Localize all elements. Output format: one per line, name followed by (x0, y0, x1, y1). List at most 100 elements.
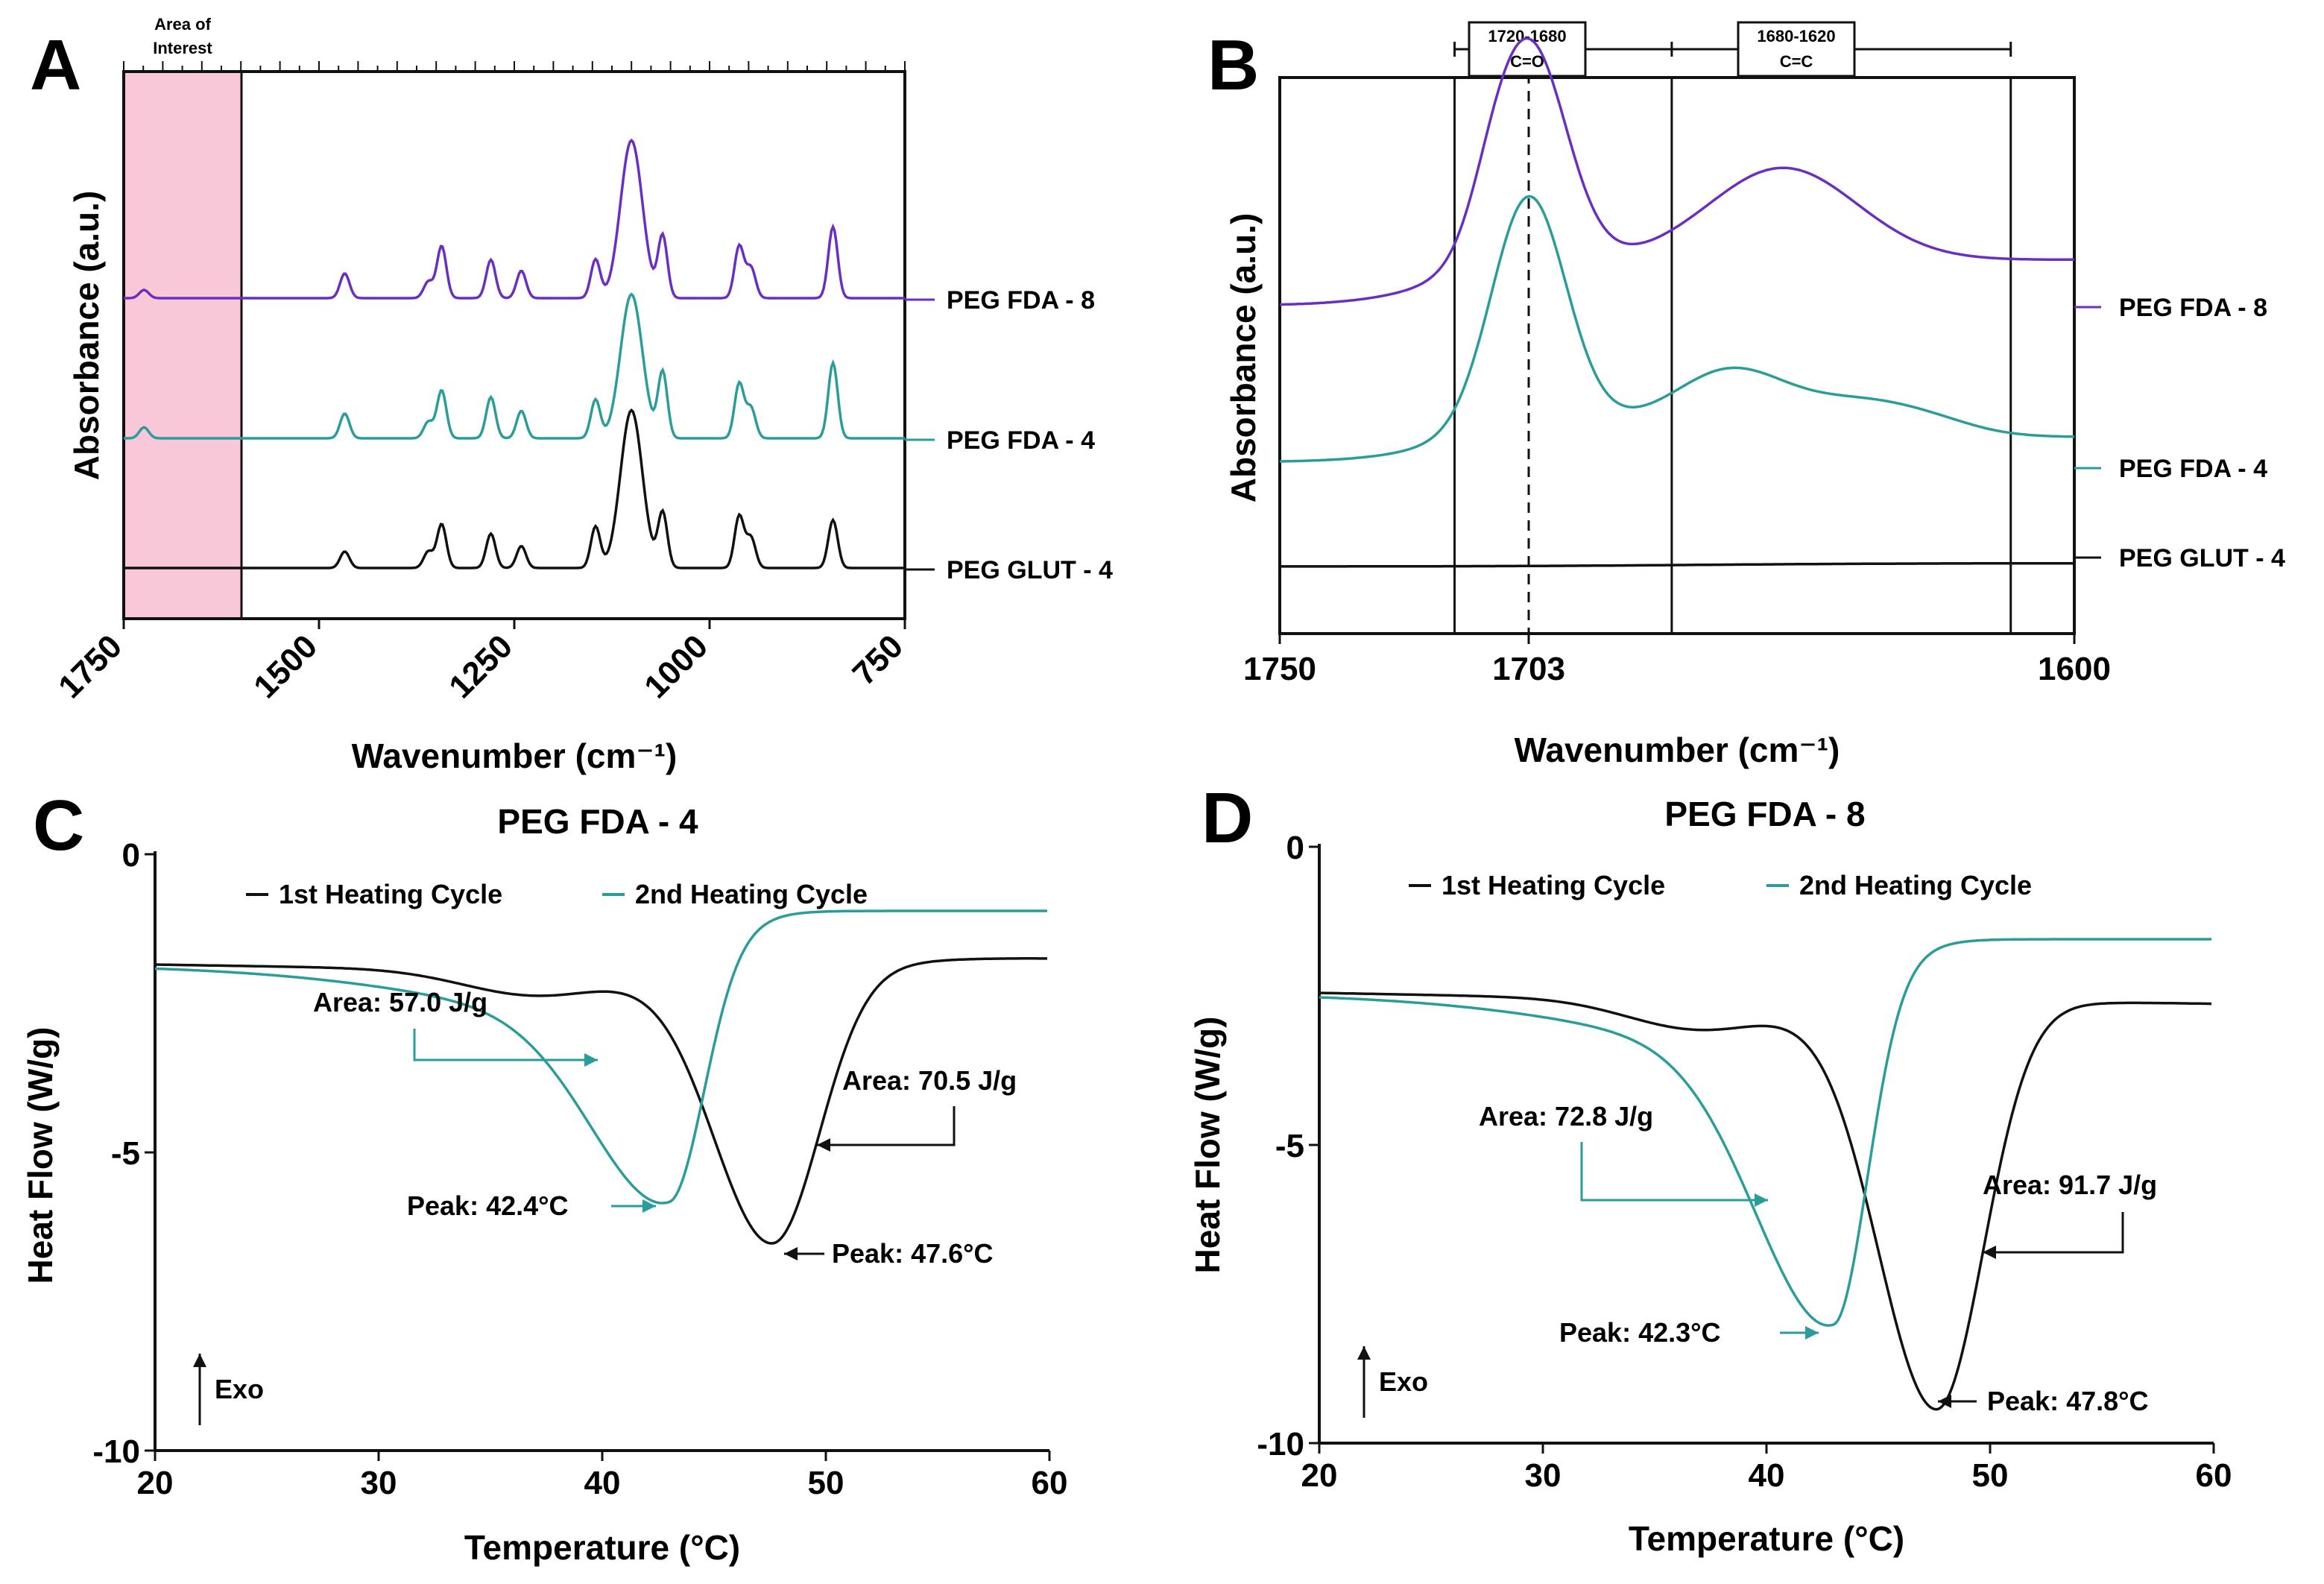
panel-d-exo-arrow-head (1357, 1346, 1371, 1360)
panel-a-x-tick-label: 1750 (51, 628, 129, 705)
panel-d-area-0: Area: 91.7 J/g (1983, 1170, 2157, 1200)
panel-c-area-arrow-1-line (413, 1029, 598, 1061)
panel-a-series-2 (124, 408, 905, 569)
panel-d-y-tick-label: -10 (1257, 1426, 1304, 1462)
panel-a-area-of-interest (124, 72, 241, 619)
panel-c-area-arrow-0-line (817, 1106, 956, 1146)
panel-d-y-tick-label: -5 (1275, 1128, 1304, 1164)
panel-c-y-tick-label: 0 (122, 837, 140, 874)
panel-d-area-1: Area: 72.8 J/g (1479, 1101, 1653, 1132)
panel-d-area-arrow-1-line (1580, 1142, 1768, 1202)
panel-a-area-label-line1: Area of (154, 15, 211, 34)
panel-c-x-tick-label: 40 (584, 1465, 621, 1501)
panel-d-x-tick-label: 30 (1525, 1457, 1562, 1494)
panel-c-peak-arrow-0-head (784, 1247, 798, 1260)
panel-d: D PEG FDA - 8 20 30 40 50 60 0 -5 -10 1st Heatin… (1188, 778, 2232, 1558)
panel-d-x-tick-label: 60 (2196, 1457, 2232, 1494)
panel-d-peak-arrow-1-head (1805, 1326, 1819, 1340)
panel-a-series-0 (124, 138, 905, 300)
panel-a-series-label-0: PEG FDA - 8 (947, 286, 1095, 315)
panel-c-x-tick-label: 60 (1032, 1465, 1068, 1501)
panel-b-label: B (1207, 25, 1259, 105)
panel-d-peak-0: Peak: 47.8°C (1987, 1386, 2149, 1416)
panel-c-peak-arrow-1-head (642, 1199, 656, 1213)
panel-c-y-tick-label: -5 (111, 1135, 140, 1172)
panel-c: C PEG FDA - 4 20 30 40 50 60 0 -5 -10 1st Heatin… (21, 786, 1067, 1567)
panel-b-series-1 (1279, 195, 2075, 463)
panel-b-region-group-1: C=C (1780, 52, 1813, 71)
panel-b-series-label-0: PEG FDA - 8 (2119, 294, 2267, 322)
panel-c-x-axis-label: Temperature (°C) (464, 1528, 740, 1567)
panel-a-series-1 (124, 292, 905, 440)
panel-c-y-tick-label: -10 (92, 1433, 140, 1470)
panel-c-exo-arrow-head (193, 1354, 206, 1367)
panel-c-area-arrow-0-head (817, 1138, 830, 1152)
panel-d-y-axis-label: Heat Flow (W/g) (1188, 1017, 1227, 1274)
panel-c-curve-0 (155, 957, 1047, 1245)
panel-a-x-tick-label: 750 (846, 628, 911, 692)
panel-a-series-label-2: PEG GLUT - 4 (947, 556, 1113, 584)
panel-c-area-arrow-1-head (584, 1053, 598, 1067)
panel-c-x-tick-label: 50 (808, 1465, 844, 1501)
panel-b-region-box-1 (1737, 21, 1856, 78)
panel-b-x-tick-label: 1600 (2038, 651, 2111, 687)
panel-a-x-ticks: 1750 1500 1250 1000 750 (51, 619, 910, 705)
panel-d-x-tick-label: 50 (1972, 1457, 2009, 1494)
panel-b-region-box-0 (1468, 21, 1587, 78)
panel-c-plot: 20 30 40 50 60 0 -5 -10 1st Heating Cycle 2nd Hea… (92, 837, 1067, 1501)
panel-d-peak-1: Peak: 42.3°C (1559, 1317, 1721, 1348)
panel-d-exo-label: Exo (1379, 1366, 1428, 1397)
panel-b-y-axis-label: Absorbance (a.u.) (1224, 213, 1263, 503)
panel-d-curve-0 (1319, 991, 2212, 1411)
panel-b-x-tick-label: 1703 (1492, 651, 1565, 687)
panel-b-region-range-0: 1720-1680 (1488, 27, 1566, 45)
panel-c-peak-1: Peak: 42.4°C (407, 1190, 569, 1221)
panel-d-y-tick-label: 0 (1286, 830, 1304, 866)
panel-c-peak-0: Peak: 47.6°C (832, 1238, 994, 1269)
panel-b-frame (1278, 76, 2076, 635)
panel-c-x-tick-label: 20 (137, 1465, 174, 1501)
panel-b-series-label-1: PEG FDA - 4 (2119, 455, 2267, 483)
panel-b-x-tick-label: 1750 (1243, 651, 1316, 687)
panel-d-label: D (1202, 778, 1253, 858)
panel-b-region-group-0: C=O (1510, 52, 1544, 71)
panel-d-area-arrow-0-line (1983, 1212, 2124, 1254)
panel-b-x-ticks: 1750 1703 1600 (1243, 634, 2111, 687)
panel-c-title: PEG FDA - 4 (497, 802, 698, 841)
panel-a-y-axis-label: Absorbance (a.u.) (67, 191, 106, 481)
panel-a-x-axis-label: Wavenumber (cm⁻¹) (352, 736, 678, 775)
panel-b-series-0 (1279, 37, 2074, 306)
panel-d-peak-arrow-0-head (1938, 1395, 1951, 1408)
panel-c-curve-1 (154, 909, 1047, 1205)
panel-a-top-ticks (123, 61, 906, 72)
panel-a-series-labels: PEG FDA - 8 PEG FDA - 4 PEG GLUT - 4 (905, 286, 1113, 584)
panel-d-x-tick-label: 20 (1301, 1457, 1338, 1494)
panel-d-legend-label-1: 2nd Heating Cycle (1799, 870, 2032, 900)
panel-a-label: A (30, 25, 81, 105)
panel-c-exo-label: Exo (215, 1374, 264, 1404)
panel-d-x-axis-label: Temperature (°C) (1629, 1519, 1904, 1558)
panel-a: A Area of Interest 1750 1500 1250 1000 750 P… (30, 15, 1113, 775)
panel-b-series-label-2: PEG GLUT - 4 (2119, 544, 2285, 572)
panel-a-series-label-1: PEG FDA - 4 (947, 426, 1095, 455)
panel-c-area-1: Area: 57.0 J/g (313, 987, 487, 1017)
panel-d-x-tick-label: 40 (1749, 1457, 1785, 1494)
panel-c-legend-label-0: 1st Heating Cycle (279, 879, 502, 909)
panel-a-series (124, 138, 905, 569)
panel-b-series-labels: PEG FDA - 8 PEG FDA - 4 PEG GLUT - 4 (2074, 294, 2285, 572)
panel-d-area-arrow-1-head (1755, 1193, 1768, 1207)
panel-b-region-range-1: 1680-1620 (1757, 27, 1835, 45)
panel-c-legend-label-1: 2nd Heating Cycle (635, 879, 868, 909)
panel-d-area-arrow-0-head (1983, 1246, 1996, 1259)
panel-d-plot: 20 30 40 50 60 0 -5 -10 1st Heating Cycle 2nd Hea… (1257, 830, 2232, 1494)
panel-a-area-label-line2: Interest (153, 39, 212, 57)
panel-b-series-2 (1280, 561, 2074, 568)
panel-b-series (1279, 37, 2075, 568)
panel-a-x-tick-label: 1000 (637, 628, 715, 705)
panel-c-y-axis-label: Heat Flow (W/g) (21, 1027, 60, 1284)
panel-d-title: PEG FDA - 8 (1664, 795, 1865, 833)
panel-c-x-tick-label: 30 (361, 1465, 397, 1501)
panel-b-region-brackets: 1720-1680 C=O 1680-1620 C=C (1453, 21, 2012, 634)
